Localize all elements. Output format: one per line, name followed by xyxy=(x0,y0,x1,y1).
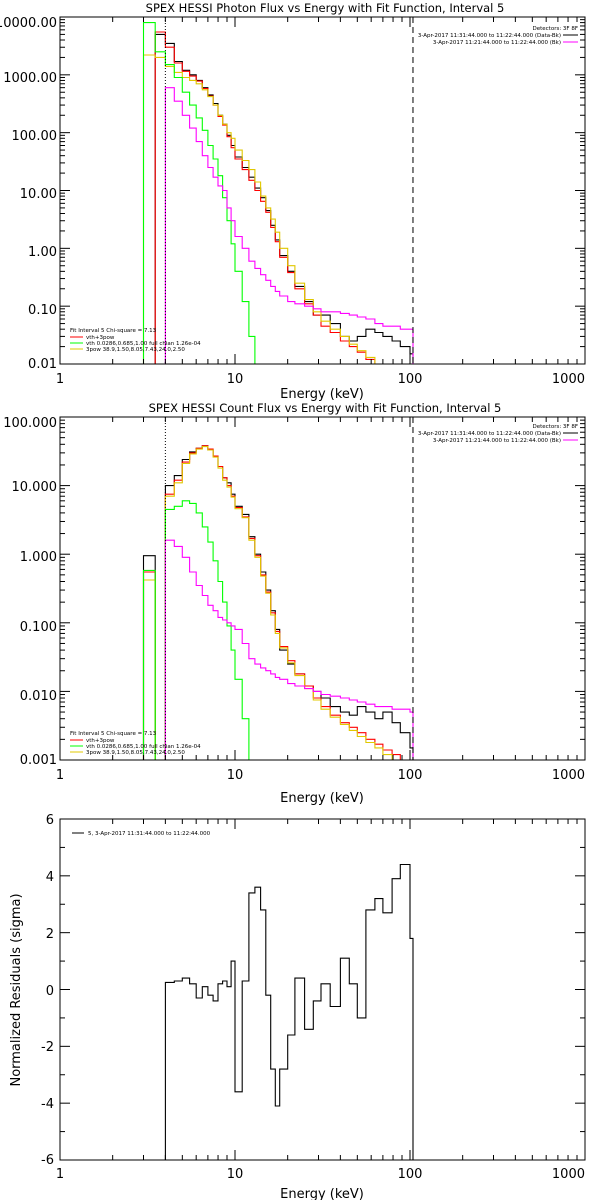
legend-entry: 3pow 38.9,1.50,8.05,7.43,24.0,2.50 xyxy=(86,750,185,756)
legend-entry: vth+3pow xyxy=(86,738,115,744)
x-tick-label: 10 xyxy=(227,768,244,783)
y-tick-label: 0.010 xyxy=(20,689,57,704)
x-tick-label: 1000 xyxy=(552,768,585,783)
y-tick-label: -4 xyxy=(41,1097,54,1112)
legend-header: Fit Interval 5 Chi-square = 7.13 xyxy=(70,731,157,737)
reference-lines xyxy=(164,417,414,760)
reference-lines xyxy=(164,17,414,364)
legend-entry: 3pow 38.9,1.50,8.05,7.43,24.0,2.50 xyxy=(86,347,185,353)
x-tick-label: 1 xyxy=(56,372,64,387)
legend-header: Detectors: 3F 8F xyxy=(532,424,578,430)
plot-frame xyxy=(59,416,586,761)
x-tick-label: 10 xyxy=(227,372,244,387)
legend-top: Detectors: 3F 8F 3-Apr-2017 11:31:44.000… xyxy=(418,424,578,444)
legend-entry: 3-Apr-2017 11:21:44.000 to 11:22:44.000 … xyxy=(433,40,561,46)
series-line-bk xyxy=(164,87,414,364)
count-flux-panel: SPEX HESSI Count Flux vs Energy with Fit… xyxy=(3,401,586,806)
y-tick-label: 10000.00 xyxy=(0,16,57,31)
x-tick-label: 100 xyxy=(398,1167,423,1182)
x-axis-label: Energy (keV) xyxy=(280,387,364,402)
y-tick-label: 0.10 xyxy=(28,303,57,318)
legend-entry: vth+3pow xyxy=(86,335,115,341)
panel-title: SPEX HESSI Photon Flux vs Energy with Fi… xyxy=(146,1,505,15)
y-tick-label: 0.001 xyxy=(20,753,57,768)
x-tick-label: 100 xyxy=(398,768,423,783)
y-tick-label: 0.01 xyxy=(28,357,57,372)
y-tick-label: 1.00 xyxy=(28,245,57,260)
y-tick-label: -2 xyxy=(41,1040,54,1055)
legend-header: Fit Interval 5 Chi-square = 7.13 xyxy=(70,328,157,334)
series-group xyxy=(142,445,414,761)
legend-entry: 3-Apr-2017 11:31:44.000 to 11:22:44.000 … xyxy=(418,33,561,39)
series-line-data xyxy=(154,33,414,364)
legend-header: Detectors: 3F 8F xyxy=(532,26,578,32)
series-line-total xyxy=(154,31,413,365)
y-tick-label: 4 xyxy=(46,870,54,885)
series-line-vth xyxy=(142,22,266,365)
legend-entry: 3-Apr-2017 11:21:44.000 to 11:22:44.000 … xyxy=(433,438,561,444)
y-tick-label: 1.000 xyxy=(20,550,57,565)
series-line-data xyxy=(164,863,414,1160)
x-tick-label: 1 xyxy=(56,768,64,783)
legend-entry: vth 0.0286,0.685,1.00 full chian 1.26e-0… xyxy=(86,744,201,750)
y-tick-label: 10.000 xyxy=(12,480,58,495)
axis-ticks xyxy=(60,17,585,364)
x-tick-label: 100 xyxy=(398,372,423,387)
y-tick-label: 2 xyxy=(46,927,54,942)
legend-entry: 5, 3-Apr-2017 11:31:44.000 to 11:22:44.0… xyxy=(88,831,211,837)
x-axis-label: Energy (keV) xyxy=(280,791,364,806)
axis-ticks xyxy=(60,417,585,760)
y-tick-label: 100.00 xyxy=(12,129,58,144)
legend-entry: vth 0.0286,0.685,1.00 full chian 1.26e-0… xyxy=(86,341,201,347)
x-tick-label: 1000 xyxy=(552,1167,585,1182)
residuals-panel: 6 4 2 0 -2 -4 -6 1 10 100 1000 Energy (k… xyxy=(9,813,586,1200)
plot-frame xyxy=(59,818,586,1161)
panel-title: SPEX HESSI Count Flux vs Energy with Fit… xyxy=(149,401,502,415)
y-tick-label: 10.00 xyxy=(20,187,57,202)
y-tick-label: 1000.00 xyxy=(3,71,57,86)
series-line-vth xyxy=(142,500,255,761)
series-line-bpow xyxy=(142,54,413,365)
series-group xyxy=(164,863,414,1160)
y-tick-label: 6 xyxy=(46,813,54,828)
x-tick-label: 1000 xyxy=(552,372,585,387)
x-tick-label: 1 xyxy=(56,1167,64,1182)
series-line-bk xyxy=(164,539,414,760)
y-tick-label: -6 xyxy=(41,1153,54,1168)
y-tick-label: 100.000 xyxy=(3,416,57,431)
x-axis-label: Energy (keV) xyxy=(280,1187,364,1200)
series-line-data xyxy=(142,445,414,761)
axis-ticks xyxy=(60,819,585,1160)
x-tick-label: 10 xyxy=(227,1167,244,1182)
legend-entry: 3-Apr-2017 11:31:44.000 to 11:22:44.000 … xyxy=(418,431,561,437)
legend-bottom: Fit Interval 5 Chi-square = 7.13 vth+3po… xyxy=(70,731,201,756)
series-group xyxy=(142,22,414,365)
y-axis-label: Normalized Residuals (sigma) xyxy=(9,893,24,1086)
photon-flux-panel: SPEX HESSI Photon Flux vs Energy with Fi… xyxy=(0,1,586,402)
series-line-bpow xyxy=(142,446,401,761)
y-tick-label: 0.100 xyxy=(20,620,57,635)
y-tick-label: 0 xyxy=(46,984,54,999)
series-line-total xyxy=(142,445,413,761)
legend-top: 5, 3-Apr-2017 11:31:44.000 to 11:22:44.0… xyxy=(72,831,211,837)
legend-top: Detectors: 3F 8F 3-Apr-2017 11:31:44.000… xyxy=(418,26,578,46)
legend-bottom: Fit Interval 5 Chi-square = 7.13 vth+3po… xyxy=(70,328,201,353)
